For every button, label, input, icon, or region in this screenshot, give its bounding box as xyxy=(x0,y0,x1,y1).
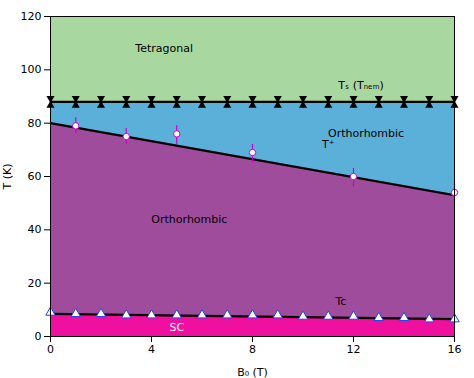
svg-text:120: 120 xyxy=(21,10,42,23)
svg-text:Tetragonal: Tetragonal xyxy=(134,42,193,55)
svg-text:8: 8 xyxy=(249,343,256,356)
svg-text:Orthorhombic: Orthorhombic xyxy=(328,127,404,140)
svg-text:60: 60 xyxy=(28,170,42,183)
svg-text:0: 0 xyxy=(47,343,54,356)
svg-text:100: 100 xyxy=(21,63,42,76)
svg-text:80: 80 xyxy=(28,117,42,130)
svg-text:T⁺: T⁺ xyxy=(321,138,335,151)
svg-text:B₀ (T): B₀ (T) xyxy=(237,366,268,378)
svg-text:T (K): T (K) xyxy=(1,163,14,190)
svg-text:4: 4 xyxy=(148,343,155,356)
svg-text:Tₛ (Tₙₑₘ): Tₛ (Tₙₑₘ) xyxy=(337,79,383,92)
svg-text:20: 20 xyxy=(28,277,42,290)
svg-text:Tc: Tc xyxy=(334,295,346,308)
svg-text:12: 12 xyxy=(347,343,361,356)
svg-text:SC: SC xyxy=(169,321,184,334)
svg-text:40: 40 xyxy=(28,223,42,236)
svg-text:16: 16 xyxy=(448,343,462,356)
svg-text:0: 0 xyxy=(35,330,42,343)
svg-text:Orthorhombic: Orthorhombic xyxy=(151,213,227,226)
